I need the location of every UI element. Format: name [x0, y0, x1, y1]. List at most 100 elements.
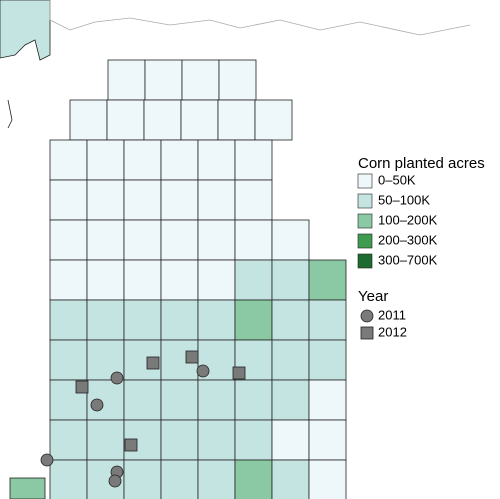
county [197, 419, 236, 461]
county [308, 459, 347, 499]
county [160, 259, 199, 301]
county [106, 99, 145, 141]
county [271, 379, 310, 421]
county [49, 459, 88, 499]
county [271, 459, 310, 499]
county [234, 459, 273, 499]
county [86, 299, 125, 341]
legend-circle [360, 309, 374, 323]
county [160, 379, 199, 421]
legend-swatch [357, 253, 373, 269]
county [160, 299, 199, 341]
county [180, 99, 219, 141]
county [234, 219, 273, 261]
county [160, 139, 199, 181]
point-2012 [185, 350, 199, 364]
legend-swatch [357, 213, 373, 229]
legend-square [360, 326, 374, 340]
island [7, 99, 13, 129]
county [308, 299, 347, 341]
point-2011 [108, 474, 122, 488]
county [197, 139, 236, 181]
county [123, 459, 162, 499]
county [49, 419, 88, 461]
county [107, 59, 146, 101]
legend-swatch [357, 173, 373, 189]
county [197, 379, 236, 421]
county [160, 179, 199, 221]
legend-label: 50–100K [378, 192, 430, 207]
county [271, 339, 310, 381]
point-2012 [124, 438, 138, 452]
county [308, 259, 347, 301]
point-2012 [232, 366, 246, 380]
points [40, 350, 246, 488]
year-label: 2012 [378, 324, 407, 339]
year-title: Year [358, 288, 388, 305]
county [49, 339, 88, 381]
county [234, 179, 273, 221]
county [123, 139, 162, 181]
county [271, 259, 310, 301]
border [49, 0, 471, 36]
legend-label: 300–700K [378, 252, 438, 267]
county [49, 139, 88, 181]
county [234, 379, 273, 421]
county [86, 379, 125, 421]
county [123, 179, 162, 221]
county [49, 179, 88, 221]
county [271, 219, 310, 261]
point-2011 [40, 453, 54, 467]
county [86, 179, 125, 221]
county [197, 459, 236, 499]
county [254, 99, 293, 141]
county [69, 99, 108, 141]
county [123, 259, 162, 301]
county [123, 299, 162, 341]
county [49, 299, 88, 341]
county [234, 259, 273, 301]
county [86, 259, 125, 301]
county [308, 379, 347, 421]
county [160, 219, 199, 261]
year-label: 2011 [378, 307, 406, 322]
county [234, 139, 273, 181]
county [218, 59, 257, 101]
county [308, 339, 347, 381]
legend-label: 200–300K [378, 232, 438, 247]
county [197, 179, 236, 221]
county [217, 99, 256, 141]
county [86, 139, 125, 181]
county [160, 459, 199, 499]
legend: 0–50K 50–100K 100–200K 200–300K 300–700K [357, 172, 438, 269]
county [49, 219, 88, 261]
point-2011 [110, 371, 124, 385]
county [181, 59, 220, 101]
county [9, 477, 46, 499]
county [234, 419, 273, 461]
county [234, 299, 273, 341]
point-2011 [196, 364, 210, 378]
county [49, 259, 88, 301]
point-2012 [146, 356, 160, 370]
point-2012 [75, 380, 89, 394]
legend-label: 0–50K [378, 172, 416, 187]
upper-peninsula [0, 0, 51, 61]
counties [9, 59, 347, 499]
county [123, 379, 162, 421]
county [86, 219, 125, 261]
county [144, 59, 183, 101]
legend-swatch [357, 233, 373, 249]
county [143, 99, 182, 141]
county [308, 419, 347, 461]
point-2011 [90, 398, 104, 412]
county [271, 299, 310, 341]
county [197, 299, 236, 341]
county [271, 419, 310, 461]
legend-title: Corn planted acres [358, 155, 485, 172]
county [86, 419, 125, 461]
legend-swatch [357, 193, 373, 209]
county [197, 219, 236, 261]
county [123, 219, 162, 261]
